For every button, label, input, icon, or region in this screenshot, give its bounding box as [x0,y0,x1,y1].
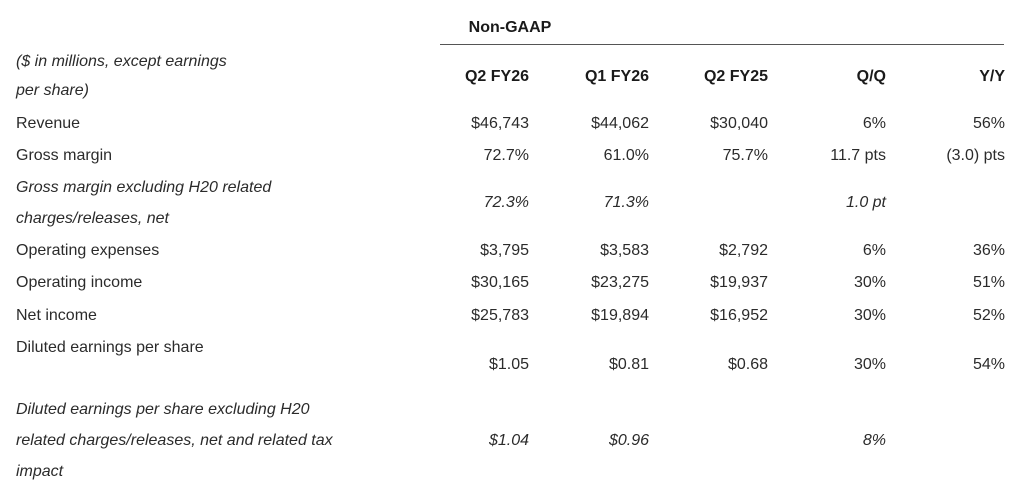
column-header-q1fy26: Q1 FY26 [584,67,649,85]
cell-q2fy26: $1.04 [488,432,529,449]
cell-q2fy26: $30,165 [471,274,529,291]
column-header-yy: Y/Y [979,67,1005,85]
group-divider [440,44,1004,45]
cell-yy: (3.0) pts [946,147,1005,164]
cell-q2fy26: $1.05 [488,356,529,373]
row-label: impact [16,463,64,480]
row-label: charges/releases, net [16,210,169,227]
row-label: Operating expenses [16,242,160,259]
cell-qq: 30% [853,307,886,324]
cell-yy: 51% [972,274,1005,291]
cell-q2fy25: $16,952 [710,307,768,324]
row-label: Operating income [16,274,143,291]
column-header-q2fy25: Q2 FY25 [703,67,768,85]
row-label: Gross margin excluding H20 related [16,179,272,196]
cell-qq: 30% [853,356,886,373]
column-header-qq: Q/Q [856,67,886,85]
cell-qq: 6% [862,242,886,259]
cell-qq: 11.7 pts [830,147,886,164]
row-label: Gross margin [16,147,113,164]
cell-q1fy26: $23,275 [591,274,649,291]
cell-yy: 54% [972,356,1005,373]
cell-yy: 52% [972,307,1005,324]
row-label: Revenue [16,115,81,132]
row-label: Net income [16,307,97,324]
cell-qq: 8% [862,432,886,449]
cell-q2fy25: $30,040 [710,115,768,132]
cell-q1fy26: 71.3% [603,194,649,211]
row-label: Diluted earnings per share [16,339,204,356]
cell-q1fy26: $19,894 [591,307,649,324]
column-header-q2fy26: Q2 FY26 [464,67,529,85]
cell-q2fy25: $2,792 [719,242,768,259]
group-title: Non-GAAP [468,19,552,36]
header-label-line: per share) [16,82,89,99]
cell-q2fy26: 72.3% [483,194,529,211]
cell-q2fy26: $3,795 [480,242,529,259]
cell-q1fy26: $0.96 [608,432,649,449]
cell-q2fy26: 72.7% [483,147,529,164]
cell-qq: 30% [853,274,886,291]
cell-qq: 6% [862,115,886,132]
cell-yy: 56% [972,115,1005,132]
row-label: Diluted earnings per share excluding H20 [16,401,310,418]
cell-q1fy26: 61.0% [603,147,649,164]
cell-q1fy26: $3,583 [600,242,649,259]
cell-q2fy25: 75.7% [722,147,768,164]
cell-q1fy26: $0.81 [608,356,649,373]
cell-q1fy26: $44,062 [591,115,649,132]
cell-qq: 1.0 pt [845,194,886,211]
cell-yy: 36% [972,242,1005,259]
cell-q2fy25: $19,937 [710,274,768,291]
row-label: related charges/releases, net and relate… [16,432,333,449]
cell-q2fy26: $46,743 [471,115,529,132]
cell-q2fy26: $25,783 [471,307,529,324]
cell-q2fy25: $0.68 [727,356,768,373]
header-label-line: ($ in millions, except earnings [16,53,227,70]
